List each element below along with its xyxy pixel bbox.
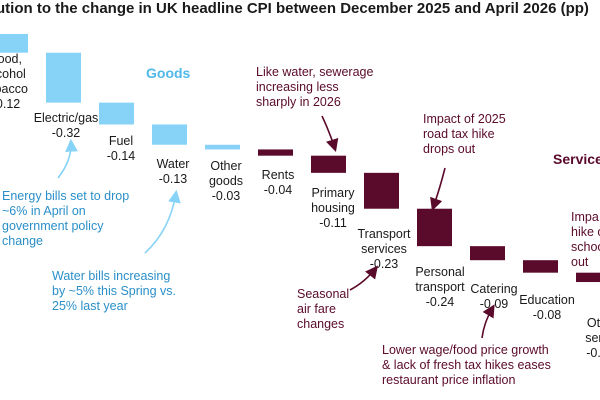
category-label: Other goods -0.03 <box>209 159 243 203</box>
annotation: Water bills increasing by ~5% this Spring… <box>52 269 176 313</box>
annotation: Like water, sewerage increasing less sharp… <box>256 65 373 109</box>
bar-food <box>0 34 28 53</box>
bar-oth <box>576 272 600 283</box>
category-label: Primary housing -0.11 <box>311 186 355 230</box>
bar-fuel <box>99 102 134 125</box>
bar-education <box>523 260 558 273</box>
annotation-arrow <box>349 265 378 291</box>
group-label-services: Services <box>553 151 600 167</box>
category-label: Rents -0.04 <box>262 168 295 197</box>
bar-water <box>152 124 187 145</box>
annotation: Seasonal air fare changes <box>297 287 349 331</box>
bar-personal <box>417 208 452 247</box>
annotation-arrow <box>57 138 78 179</box>
category-label: Electric/gas -0.32 <box>34 111 99 140</box>
annotation-arrow <box>430 167 446 212</box>
category-label: Food,alcoholtobacco-0.12 <box>0 52 28 111</box>
annotation-arrow <box>321 115 339 153</box>
category-label: Education -0.08 <box>519 293 575 322</box>
bar-rents <box>258 149 293 156</box>
bar-primary <box>311 155 346 173</box>
category-label: Othserv-0.0 <box>585 316 600 360</box>
bar-electric-gas <box>46 52 81 103</box>
category-label: Fuel -0.14 <box>107 134 136 163</box>
bar-other <box>205 144 240 150</box>
bar-catering <box>470 246 505 261</box>
bar-transport <box>364 172 399 209</box>
annotation: Lower wage/food price growth & lack of fr… <box>382 343 551 387</box>
annotation: Energy bills set to drop ~6% in April on g… <box>2 189 129 248</box>
category-label: Personal transport -0.24 <box>415 265 465 309</box>
category-label: Catering -0.09 <box>470 282 517 311</box>
chart-title: ution to the change in UK headline CPI b… <box>0 0 589 17</box>
category-label: Water -0.13 <box>157 157 190 186</box>
annotation-arrow <box>144 189 181 254</box>
category-label: Transport services -0.23 <box>357 227 411 271</box>
annotation-arrow <box>481 304 495 339</box>
annotation: Impact of 2025 road tax hike drops out <box>423 112 506 156</box>
group-label-goods: Goods <box>146 65 191 81</box>
